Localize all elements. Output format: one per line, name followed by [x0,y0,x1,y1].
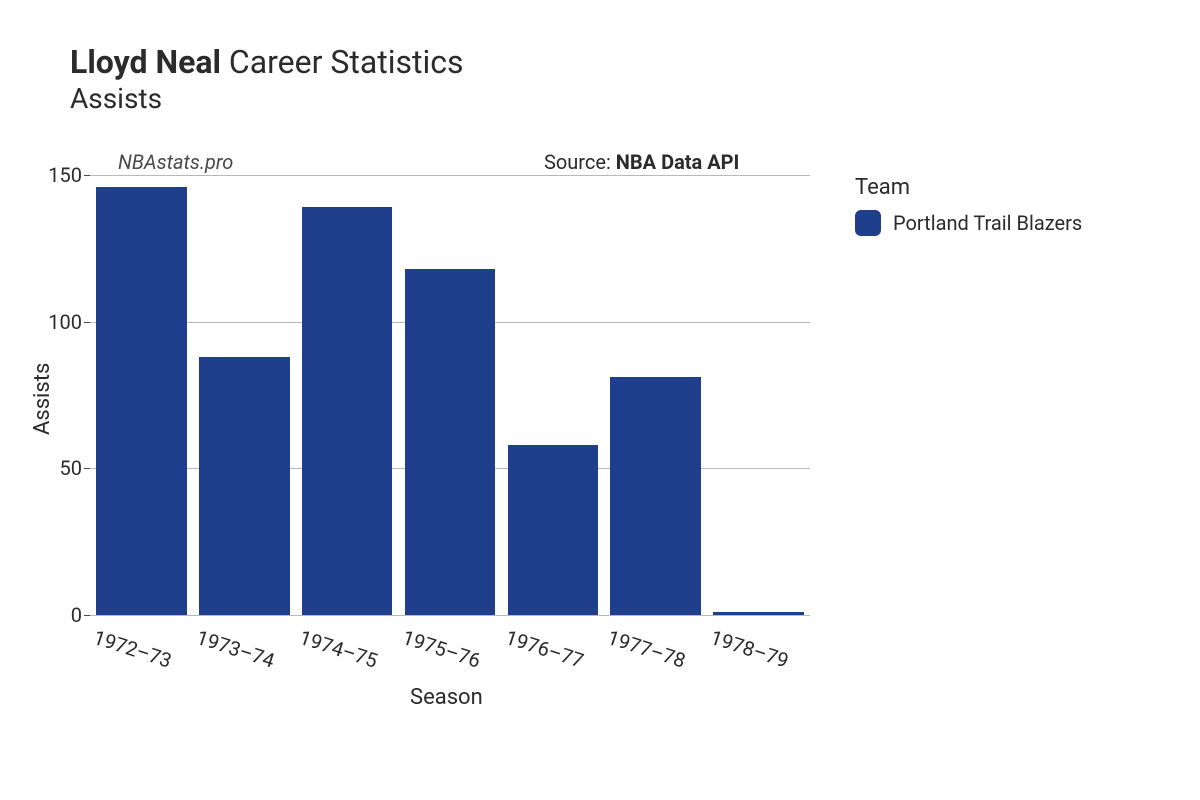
chart-subtitle: Assists [70,82,464,115]
player-name: Lloyd Neal [70,43,221,81]
source-name: NBA Data API [616,150,740,174]
credit-text: NBAstats.pro [118,150,233,174]
bar [508,445,599,615]
x-tick-label: 1978–79 [708,625,792,673]
chart-title: Lloyd Neal Career Statistics [70,45,464,80]
plot-inner: 0501001501972–731973–741974–751975–76197… [90,175,810,615]
legend-item: Portland Trail Blazers [855,210,1082,236]
title-suffix: Career Statistics [221,43,464,81]
source-text: Source: NBA Data API [544,150,739,174]
bar [405,269,496,615]
chart-container: Lloyd Neal Career Statistics Assists NBA… [0,0,1200,800]
x-tick-label: 1973–74 [194,625,278,673]
plot-area: 0501001501972–731973–741974–751975–76197… [90,175,810,615]
bar [302,207,393,615]
x-axis-label: Season [410,685,483,710]
source-prefix: Source: [544,150,616,174]
legend-title: Team [855,175,1082,200]
bar [713,612,804,615]
bar [610,377,701,615]
x-tick-label: 1976–77 [502,625,586,673]
x-tick-label: 1972–73 [91,625,175,673]
legend-label: Portland Trail Blazers [893,211,1082,235]
x-tick-label: 1974–75 [296,625,380,673]
gridline [90,175,810,176]
bar [199,357,290,615]
y-tick-mark [84,322,90,323]
y-axis-label: Assists [30,363,55,435]
legend-items: Portland Trail Blazers [855,210,1082,236]
x-tick-label: 1975–76 [399,625,483,673]
legend: Team Portland Trail Blazers [855,175,1082,236]
y-tick-mark [84,468,90,469]
x-axis-line [90,615,810,616]
y-tick-mark [84,175,90,176]
x-tick-label: 1977–78 [605,625,689,673]
bar [96,187,187,615]
legend-swatch [855,210,881,236]
chart-title-block: Lloyd Neal Career Statistics Assists [70,45,464,115]
